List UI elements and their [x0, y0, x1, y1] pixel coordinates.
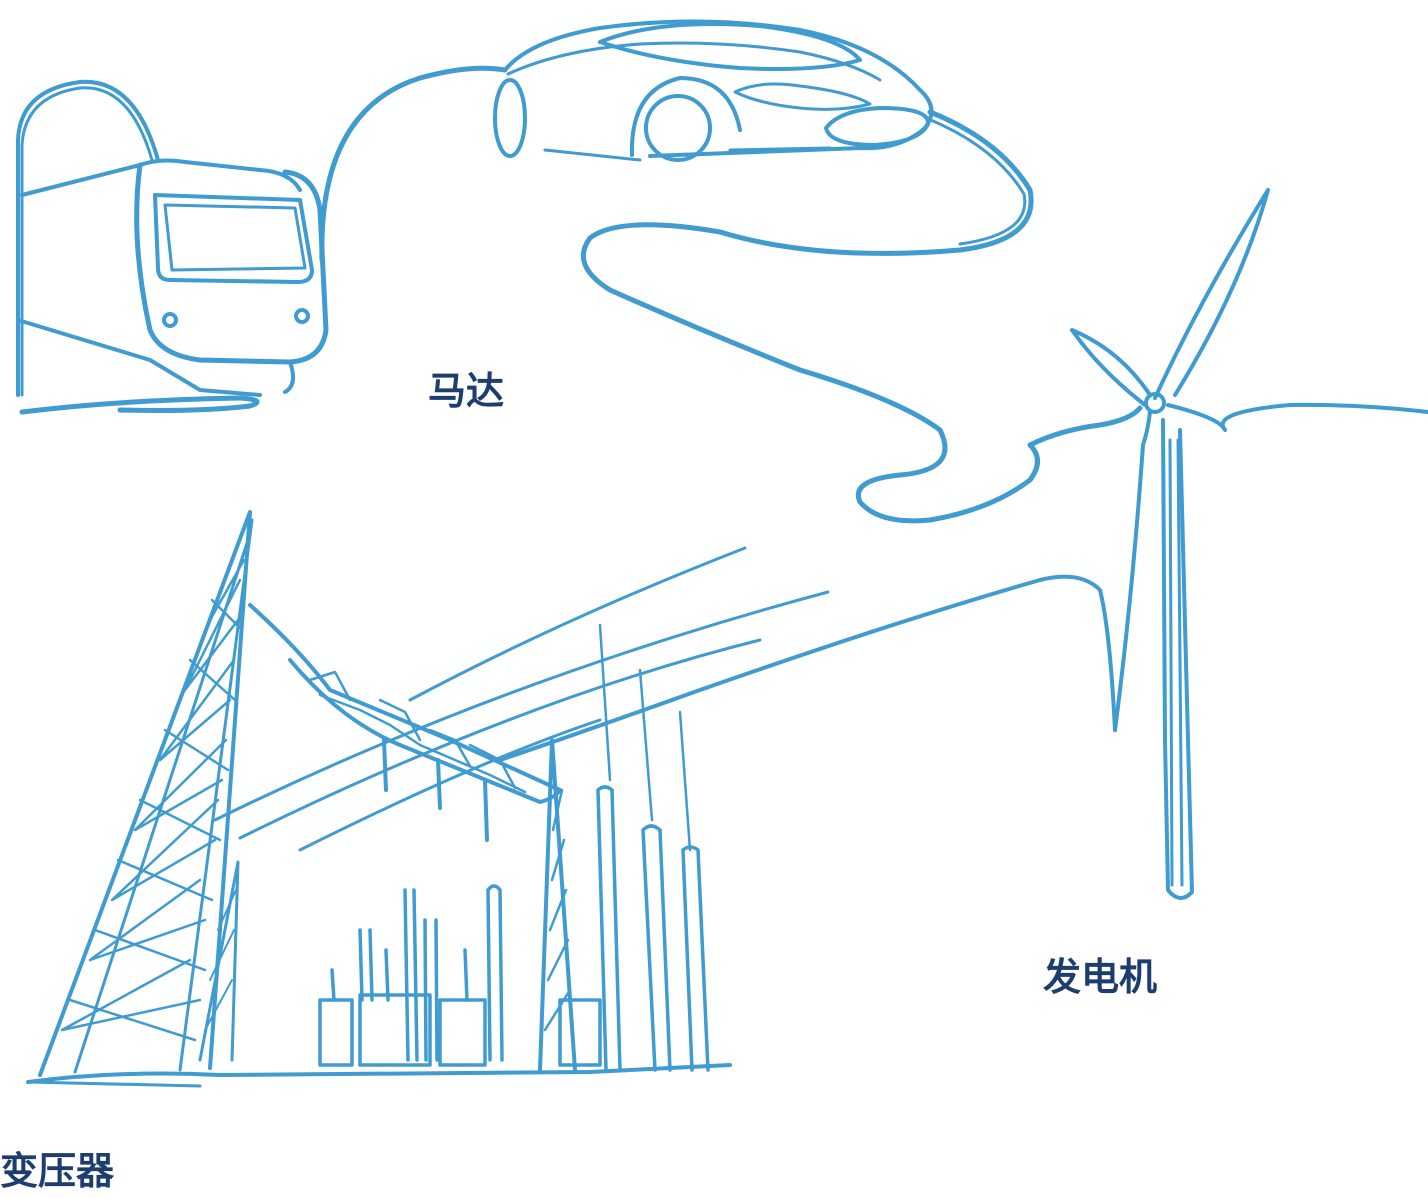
wind-turbine-icon — [1070, 188, 1428, 900]
car-icon — [493, 19, 934, 162]
label-transformer: 变压器 — [0, 1149, 115, 1193]
label-motor: 马达 — [428, 369, 505, 413]
train-icon — [16, 79, 329, 415]
substation-icon — [26, 510, 830, 1088]
label-generator: 发电机 — [1043, 955, 1158, 999]
